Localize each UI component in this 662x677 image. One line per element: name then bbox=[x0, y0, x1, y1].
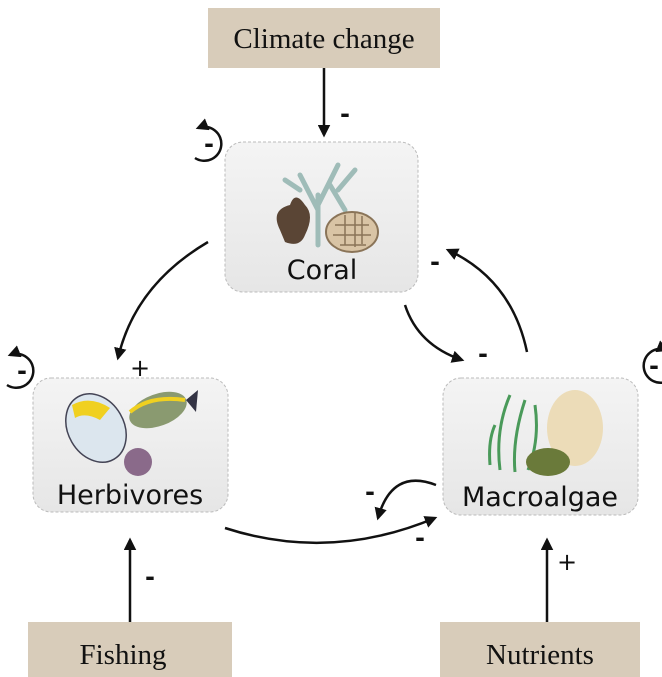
sign: - bbox=[17, 357, 27, 385]
driver-box bbox=[440, 622, 640, 677]
arrow bbox=[114, 240, 209, 361]
arrow bbox=[403, 304, 465, 363]
arrow bbox=[374, 479, 437, 521]
macroalgae-illustration bbox=[488, 390, 603, 476]
herbivores-illustration bbox=[65, 390, 198, 476]
coral-illustration bbox=[276, 162, 379, 253]
self-loop bbox=[194, 118, 223, 163]
driver-box bbox=[28, 622, 232, 677]
sign: - bbox=[340, 100, 350, 128]
arrow bbox=[224, 516, 438, 544]
sign: - bbox=[415, 524, 425, 552]
sign: + bbox=[557, 548, 577, 576]
driver-label: Climate change bbox=[233, 23, 414, 55]
arrow bbox=[445, 248, 529, 353]
node-label: Macroalgae bbox=[462, 482, 618, 513]
sign: + bbox=[130, 354, 150, 382]
self-loop bbox=[642, 340, 662, 385]
self-loop bbox=[6, 345, 35, 390]
driver-label: Nutrients bbox=[486, 639, 594, 671]
node-box bbox=[224, 141, 419, 293]
driver-box bbox=[208, 8, 440, 68]
sign: - bbox=[430, 248, 440, 276]
sign: - bbox=[478, 340, 488, 368]
sign: - bbox=[145, 563, 155, 591]
node-label: Herbivores bbox=[57, 480, 203, 511]
sign: - bbox=[365, 478, 375, 506]
sign: - bbox=[649, 352, 659, 380]
driver-label: Fishing bbox=[79, 639, 166, 671]
sign: - bbox=[204, 130, 214, 158]
node-label: Coral bbox=[287, 255, 358, 286]
